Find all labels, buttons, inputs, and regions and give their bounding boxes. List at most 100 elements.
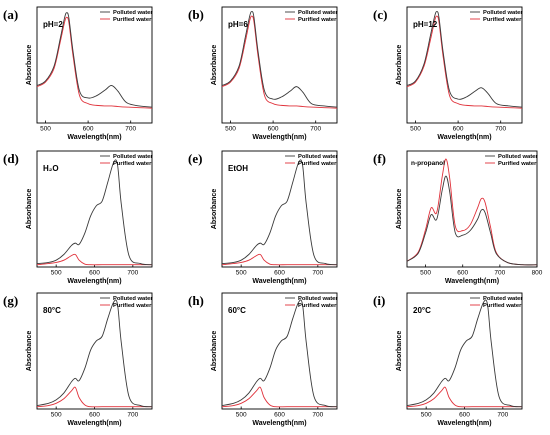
- panel-d: (d) 500 600 700 Wavelength(nm) Absorbance Poll…: [3, 150, 153, 285]
- panel-a: (a) 500 600 700 Wavelength(nm) Absorbance Poll…: [3, 6, 153, 141]
- x-tick-label: 500: [420, 270, 431, 277]
- x-tick-label: 500: [236, 412, 247, 419]
- legend-entry: Polluted water: [498, 154, 538, 160]
- y-axis-label: Absorbance: [26, 331, 33, 372]
- panel-label: (i): [373, 293, 385, 308]
- legend-entry: Purified water: [113, 17, 152, 23]
- x-tick-label: 500: [51, 412, 62, 419]
- x-tick-label: 600: [453, 126, 464, 133]
- legend-entry: Purified water: [483, 303, 522, 309]
- y-axis-label: Absorbance: [211, 331, 218, 372]
- panel-b: (b) 500 600 700 Wavelength(nm) Absorbance Poll…: [188, 6, 338, 141]
- x-tick-label: 600: [89, 412, 100, 419]
- series-purified-line: [406, 158, 538, 266]
- x-tick-label: 500: [225, 126, 236, 133]
- x-axis-label: Wavelength(nm): [67, 134, 121, 141]
- x-tick-label: 600: [457, 270, 468, 277]
- legend-entry: Purified water: [298, 161, 337, 167]
- plot-frame: [406, 150, 538, 268]
- panel-label: (d): [3, 151, 19, 166]
- series-purified-line: [221, 253, 337, 266]
- panel-f: (f) 500 600 700 800 Wavelength(nm) Absorbance P…: [373, 150, 543, 285]
- legend-entry: Purified water: [483, 17, 522, 23]
- y-axis-label: Absorbance: [211, 45, 218, 86]
- legend-entry: Polluted water: [298, 10, 338, 16]
- condition-label: EtOH: [228, 164, 248, 173]
- x-tick-label: 700: [127, 412, 138, 419]
- legend-entry: Polluted water: [483, 10, 523, 16]
- plot-frame: [406, 6, 523, 124]
- legend-entry: Polluted water: [113, 296, 153, 302]
- y-axis-label: Absorbance: [26, 45, 33, 86]
- plot-frame: [36, 6, 153, 124]
- x-tick-label: 700: [312, 270, 323, 277]
- x-tick-label: 600: [268, 126, 279, 133]
- x-axis-label: Wavelength(nm): [252, 278, 306, 285]
- x-tick-label: 700: [497, 412, 508, 419]
- condition-label: pH=12: [413, 20, 438, 29]
- series-polluted-line: [221, 11, 338, 108]
- series-purified-line: [36, 16, 153, 109]
- x-tick-label: 600: [274, 412, 285, 419]
- y-axis-label: Absorbance: [26, 189, 33, 230]
- panel-label: (c): [373, 7, 387, 22]
- condition-label: pH=6: [228, 20, 248, 29]
- panel-label: (h): [188, 293, 204, 308]
- condition-label: n-propanol: [411, 160, 445, 167]
- legend-entry: Purified water: [298, 303, 337, 309]
- series-polluted-line: [406, 11, 523, 108]
- x-tick-label: 600: [83, 126, 94, 133]
- x-axis-label: Wavelength(nm): [445, 278, 499, 285]
- condition-label: 20°C: [413, 306, 431, 315]
- series-polluted-line: [36, 299, 153, 408]
- x-tick-label: 500: [421, 412, 432, 419]
- condition-label: 60°C: [228, 306, 246, 315]
- x-tick-label: 600: [459, 412, 470, 419]
- x-tick-label: 600: [274, 270, 285, 277]
- legend-entry: Polluted water: [113, 10, 153, 16]
- series-purified-line: [36, 253, 152, 266]
- x-tick-label: 600: [89, 270, 100, 277]
- legend-entry: Purified water: [113, 303, 152, 309]
- panel-i: (i) 500 600 700 Wavelength(nm) Absorbance Poll…: [373, 292, 523, 427]
- panel-label: (b): [188, 7, 204, 22]
- legend-entry: Purified water: [498, 161, 537, 167]
- legend-entry: Polluted water: [483, 296, 523, 302]
- x-axis-label: Wavelength(nm): [67, 420, 121, 427]
- x-tick-label: 700: [495, 126, 506, 133]
- x-axis-label: Wavelength(nm): [437, 420, 491, 427]
- condition-label: 80°C: [43, 306, 61, 315]
- series-polluted-line: [36, 159, 153, 266]
- series-polluted-line: [221, 299, 338, 408]
- x-tick-label: 500: [51, 270, 62, 277]
- x-axis-label: Wavelength(nm): [252, 420, 306, 427]
- legend-entry: Polluted water: [298, 154, 338, 160]
- panel-e: (e) 500 600 700 Wavelength(nm) Absorbance Poll…: [188, 150, 338, 285]
- panel-c: (c) 500 600 700 Wavelength(nm) Absorbance Poll…: [373, 6, 523, 141]
- series-purified-line: [221, 15, 338, 109]
- legend-entry: Purified water: [298, 17, 337, 23]
- panel-label: (f): [373, 151, 386, 166]
- y-axis-label: Absorbance: [396, 189, 403, 230]
- series-purified-line: [406, 386, 522, 408]
- x-axis-label: Wavelength(nm): [437, 134, 491, 141]
- y-axis-label: Absorbance: [396, 45, 403, 86]
- x-tick-label: 500: [410, 126, 421, 133]
- plot-frame: [221, 6, 338, 124]
- panel-h: (h) 500 600 700 Wavelength(nm) Absorbance Poll…: [188, 292, 338, 427]
- y-axis-label: Absorbance: [211, 189, 218, 230]
- legend-entry: Polluted water: [113, 154, 153, 160]
- series-purified-line: [406, 15, 523, 109]
- legend-entry: Polluted water: [298, 296, 338, 302]
- x-tick-label: 700: [127, 270, 138, 277]
- panel-g: (g) 500 600 700 Wavelength(nm) Absorbance Poll…: [3, 292, 153, 427]
- x-tick-label: 700: [310, 126, 321, 133]
- series-purified-line: [36, 386, 152, 408]
- panel-label: (a): [3, 7, 18, 22]
- x-axis-label: Wavelength(nm): [252, 134, 306, 141]
- x-axis-label: Wavelength(nm): [67, 278, 121, 285]
- x-tick-label: 700: [125, 126, 136, 133]
- legend-entry: Purified water: [113, 161, 152, 167]
- series-purified-line: [221, 386, 337, 408]
